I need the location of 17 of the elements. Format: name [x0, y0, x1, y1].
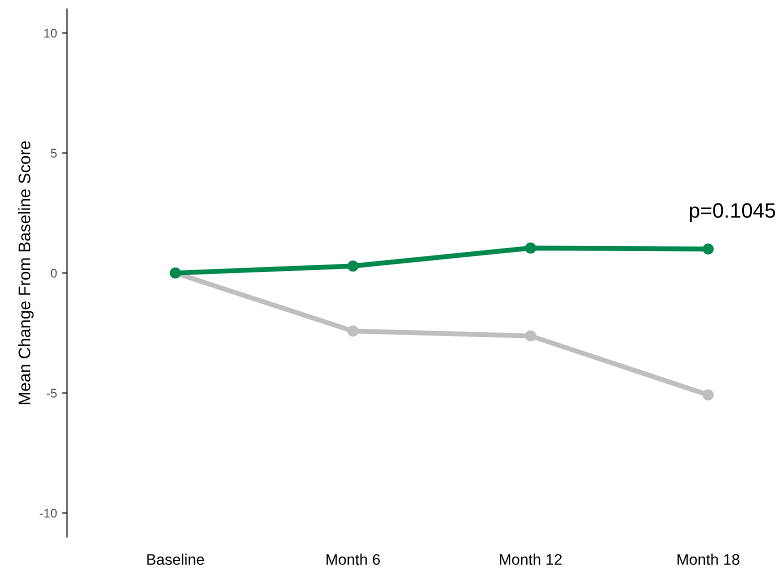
point: [347, 326, 359, 337]
y-tick-label: -10: [40, 508, 57, 518]
x-tick-label: Baseline: [147, 554, 204, 565]
y-tick-label: 10: [44, 28, 57, 38]
y-tick-label: 0: [50, 268, 57, 278]
x-tick-label: Month 12: [500, 554, 562, 565]
point: [702, 243, 714, 255]
annotation: p=0.1045: [690, 203, 776, 222]
point: [347, 260, 359, 272]
point: [525, 242, 536, 254]
point: [702, 389, 714, 400]
point: [525, 330, 536, 342]
x-tick-label: Month 6: [326, 554, 380, 565]
y-tick-label: -5: [46, 388, 57, 398]
y-tick-label: 5: [50, 148, 57, 158]
x-tick-label: Month 18: [678, 554, 740, 565]
y-axis-title: Mean Change From Baseline Score: [18, 141, 34, 404]
